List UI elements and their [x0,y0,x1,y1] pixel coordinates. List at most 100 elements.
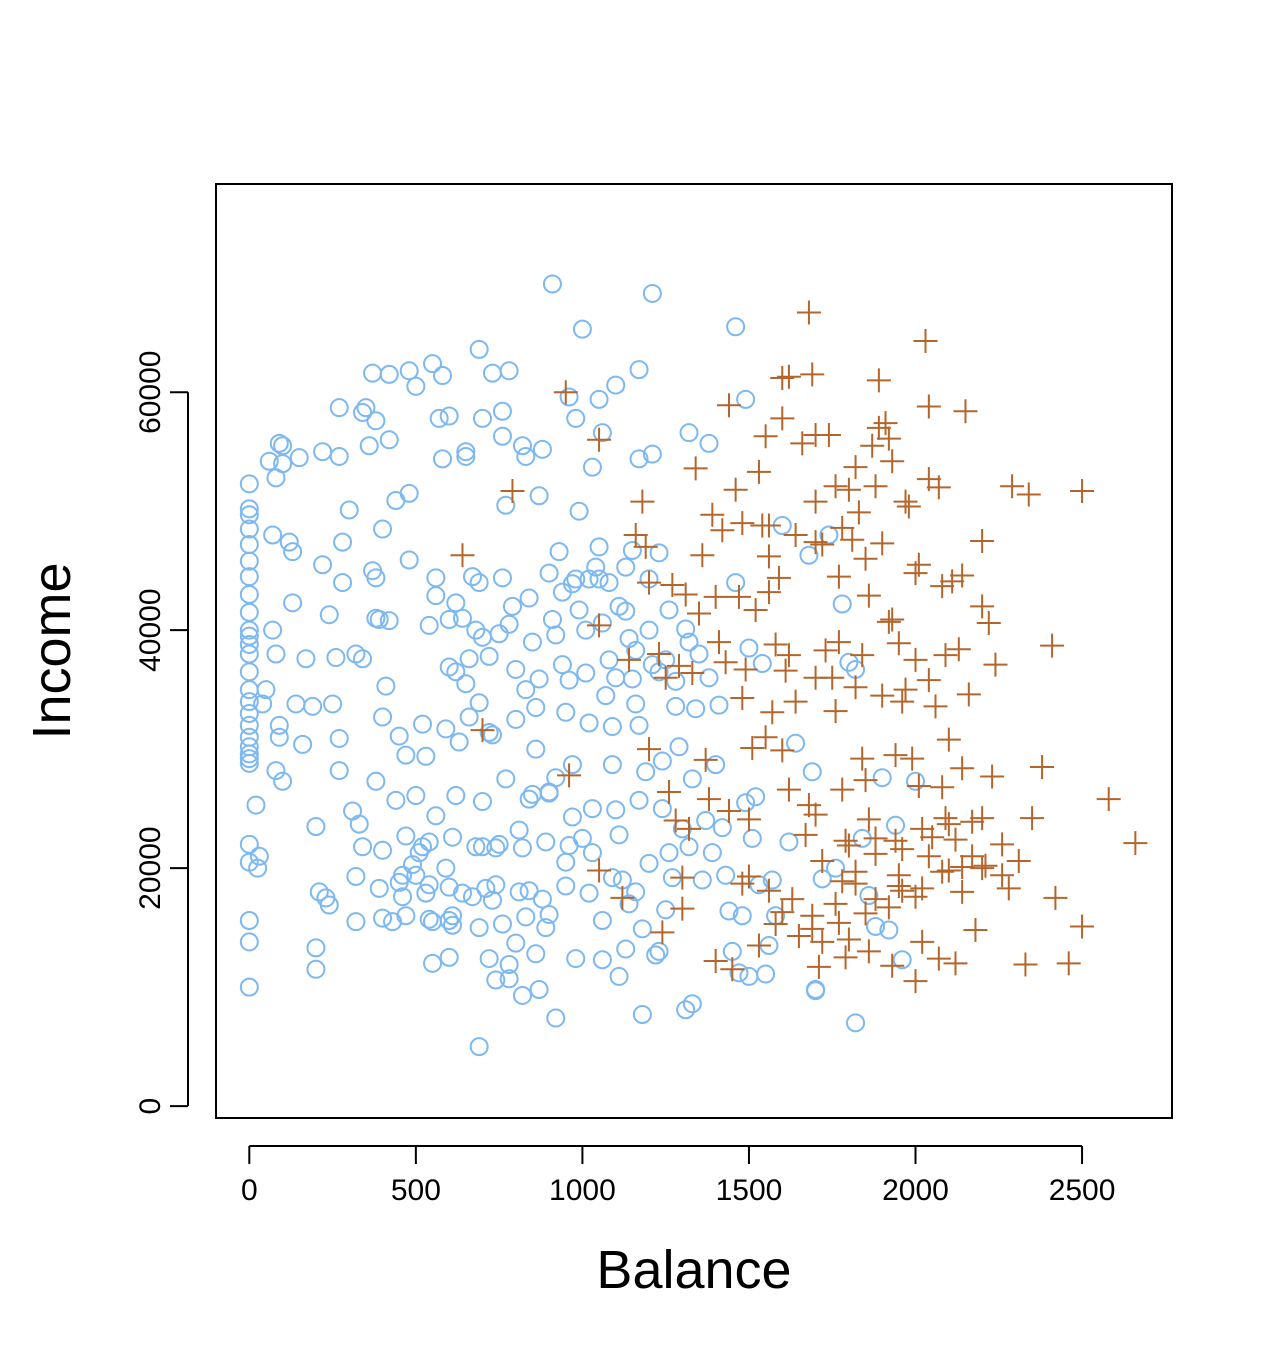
data-point-circle [562,807,582,827]
data-point-circle [606,800,626,820]
data-point-plus [823,699,848,724]
data-point-plus [1056,951,1081,976]
data-point-circle [679,423,699,443]
data-point-plus [990,832,1015,857]
data-point-plus [846,500,871,525]
data-point-circle [476,878,496,898]
data-point-circle [239,551,259,571]
data-point-circle [502,596,522,616]
data-point-circle [726,573,746,593]
data-point-circle [379,611,399,631]
data-point-circle [579,883,599,903]
data-point-plus [683,456,708,481]
data-point-circle [239,567,259,587]
data-point-circle [436,858,456,878]
data-point-circle [626,640,646,660]
data-point-plus [850,746,875,771]
data-point-plus [730,511,755,536]
data-point-circle [346,912,366,932]
data-point-plus [710,518,735,543]
data-point-circle [546,625,566,645]
data-point-circle [239,977,259,997]
data-point-circle [248,858,268,878]
data-point-circle [492,426,512,446]
data-point-plus [1016,482,1041,507]
data-point-circle [436,719,456,739]
data-point-plus [763,632,788,657]
data-point-circle [539,563,559,583]
data-point-circle [826,858,846,878]
data-point-circle [642,655,662,675]
data-point-circle [626,882,646,902]
data-point-circle [239,634,259,654]
data-point-circle [279,532,299,552]
data-point-circle [443,906,463,926]
data-point-circle [649,543,669,563]
data-point-plus [450,543,475,568]
data-point-circle [692,870,712,890]
data-point-circle [472,408,492,428]
data-point-plus [893,677,918,702]
data-point-circle [542,274,562,294]
data-point-plus [880,953,905,978]
data-point-circle [266,644,286,664]
data-point-circle [602,755,622,775]
data-point-circle [462,887,482,907]
data-point-plus [660,572,685,597]
data-point-circle [879,920,899,940]
data-point-circle [566,569,586,589]
data-point-circle [239,535,259,555]
data-point-circle [516,446,536,466]
data-point-circle [353,402,373,422]
data-point-circle [356,398,376,418]
data-point-plus [706,630,731,655]
data-point-circle [559,836,579,856]
data-point-circle [286,694,306,714]
data-point-circle [366,568,386,588]
data-point-circle [756,964,776,984]
data-point-circle [492,568,512,588]
data-point-plus [903,969,928,994]
data-point-plus [826,910,851,935]
y-tick-label: 40000 [134,588,167,671]
data-point-circle [562,755,582,775]
data-point-plus [500,478,525,503]
data-point-plus [773,658,798,683]
data-point-circle [606,375,626,395]
data-point-circle [652,799,672,819]
data-point-plus [880,607,905,632]
data-point-circle [549,542,569,562]
data-point-plus [800,916,825,941]
data-point-plus [760,700,785,725]
data-point-circle [819,525,839,545]
data-point-plus [713,650,738,675]
data-point-circle [339,500,359,520]
data-point-circle [329,398,349,418]
data-point-plus [770,406,795,431]
data-point-circle [592,910,612,930]
data-point-circle [512,838,532,858]
data-point-circle [552,655,572,675]
data-point-circle [712,818,732,838]
data-point-plus [950,879,975,904]
data-point-plus [863,887,888,912]
data-point-plus [587,613,612,638]
x-tick-label: 0 [241,1174,258,1207]
data-point-circle [303,696,323,716]
data-point-circle [669,737,689,757]
data-point-plus [746,933,771,958]
data-point-plus [756,513,781,538]
data-point-circle [373,840,393,860]
data-point-circle [259,451,279,471]
data-point-circle [269,727,289,747]
data-point-plus [886,631,911,656]
data-point-plus [770,365,795,390]
data-point-circle [273,454,293,474]
data-point-circle [686,699,706,719]
data-point-circle [616,557,636,577]
data-point-circle [676,1000,696,1020]
data-point-plus [980,764,1005,789]
data-point-plus [1006,849,1031,874]
data-point-circle [739,966,759,986]
